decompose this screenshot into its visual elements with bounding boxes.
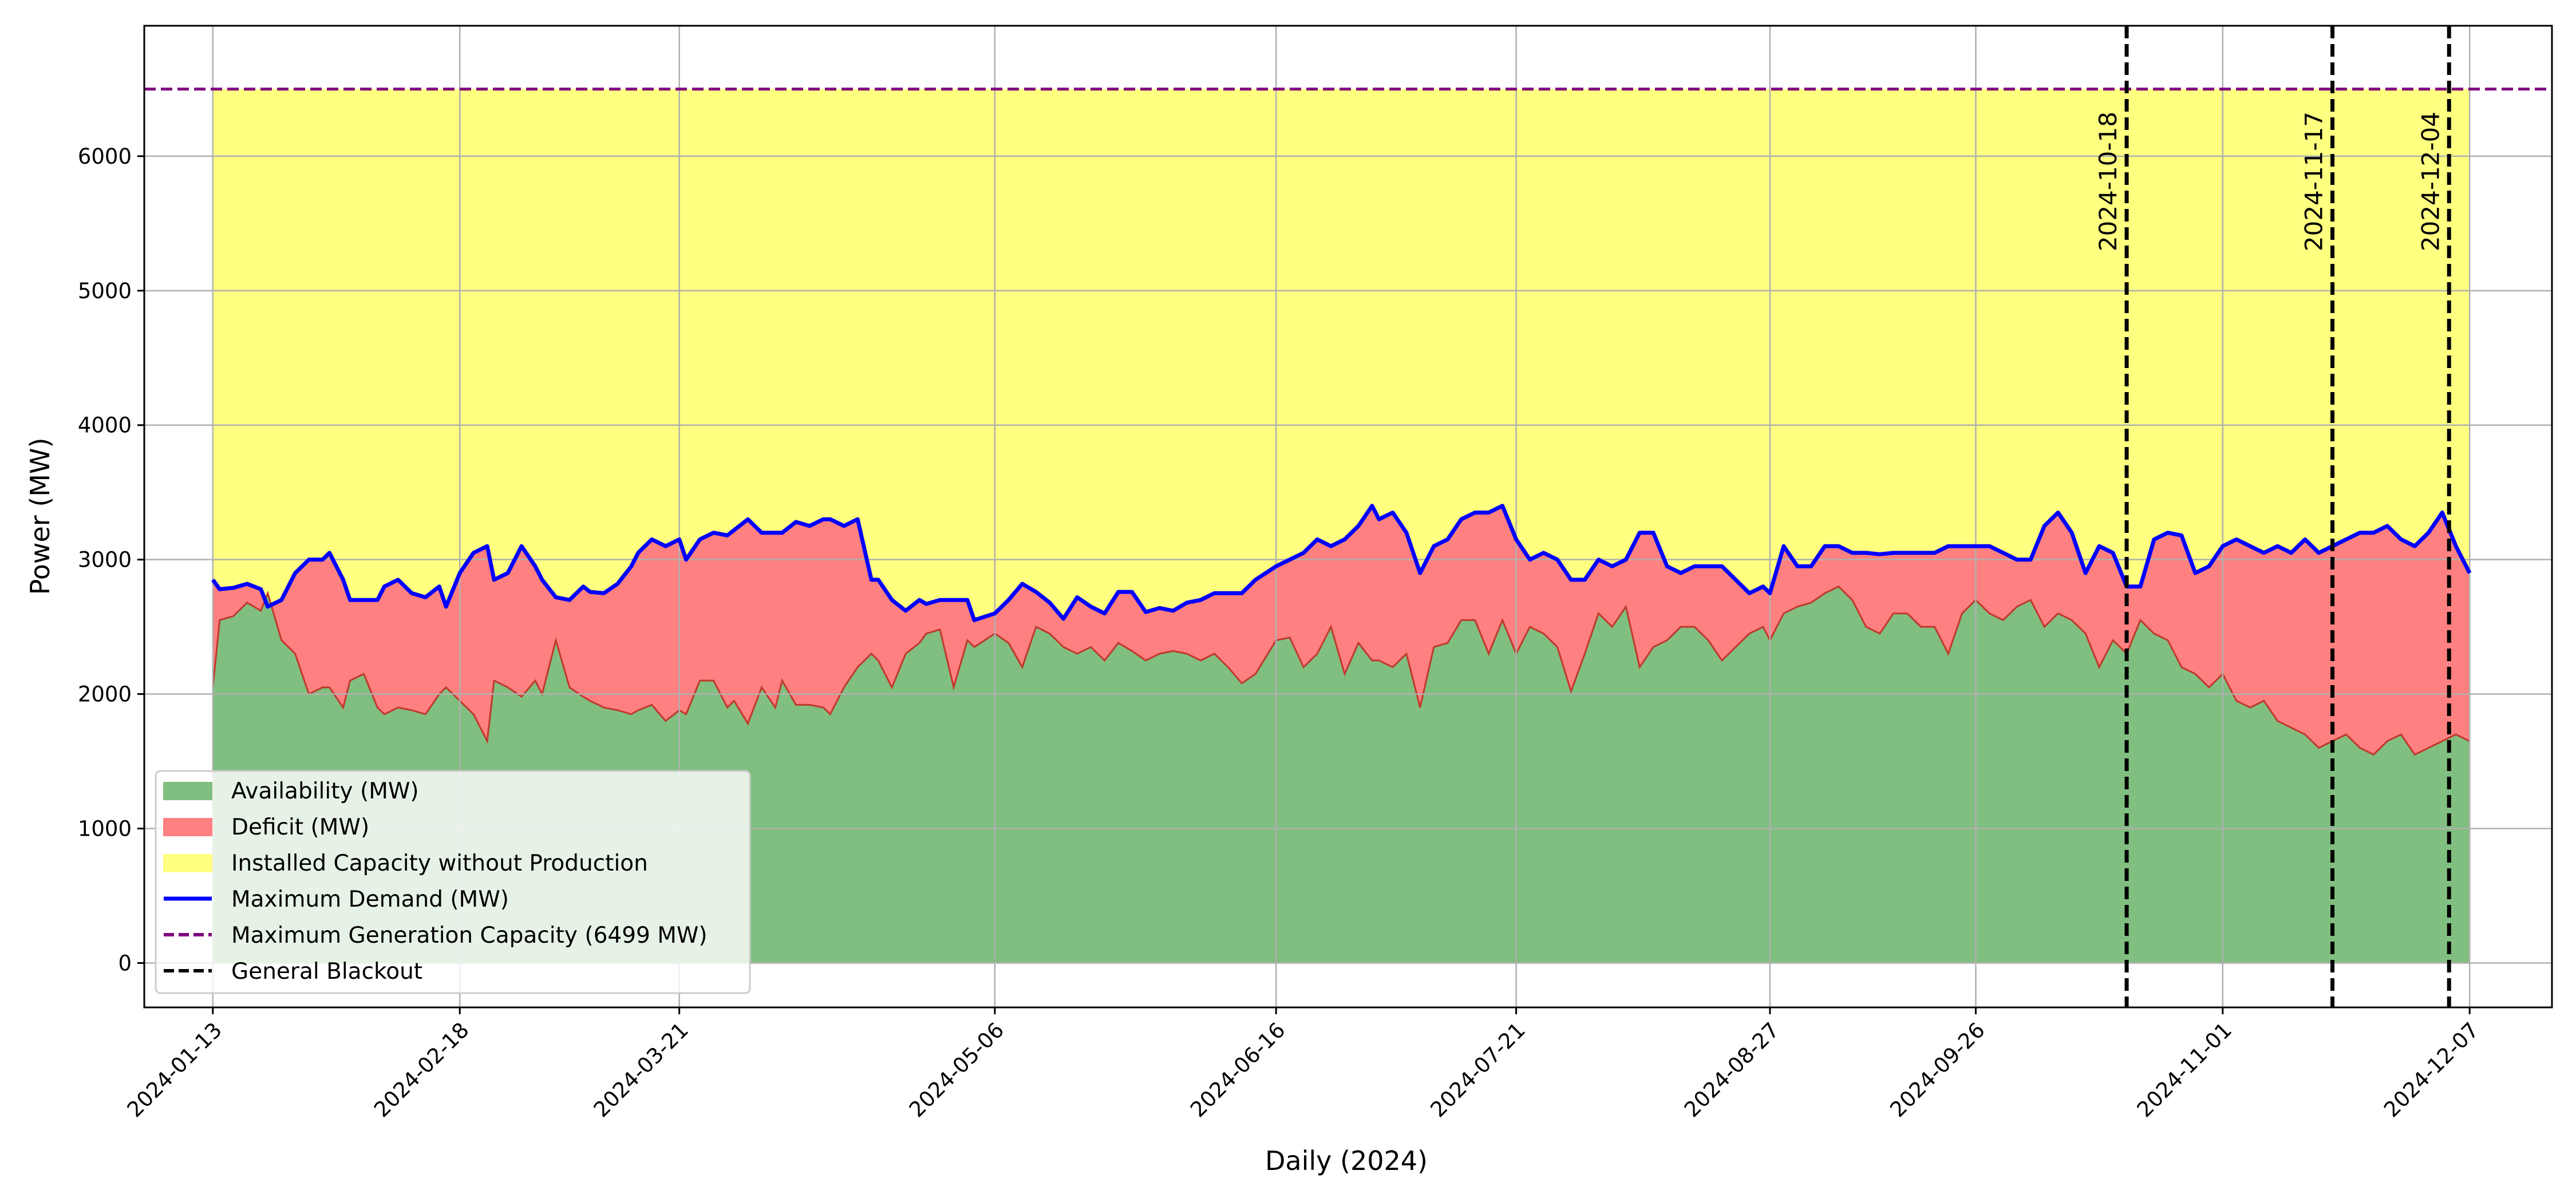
legend-swatch bbox=[163, 854, 212, 872]
legend-label: Maximum Generation Capacity (6499 MW) bbox=[231, 923, 708, 948]
blackout-label: 2024-11-17 bbox=[2300, 112, 2328, 251]
legend-label: Installed Capacity without Production bbox=[231, 851, 648, 876]
x-axis-title: Daily (2024) bbox=[1265, 1145, 1428, 1176]
capacity-area bbox=[212, 89, 2470, 620]
availability-edge-line bbox=[212, 585, 2470, 756]
y-tick-label: 3000 bbox=[78, 548, 132, 572]
y-tick-label: 5000 bbox=[78, 279, 132, 303]
y-tick-label: 1000 bbox=[78, 817, 132, 841]
blackout-label: 2024-10-18 bbox=[2094, 112, 2122, 251]
legend: Availability (MW) Deficit (MW) Installed C… bbox=[155, 770, 751, 994]
legend-swatch bbox=[163, 818, 212, 836]
blackout-layer: 2024-10-18 2024-11-17 2024-12-04 bbox=[2094, 26, 2451, 1007]
y-tick-label: 6000 bbox=[78, 144, 132, 169]
y-axis-title: Power (MW) bbox=[25, 438, 56, 595]
legend-swatch bbox=[163, 782, 212, 800]
legend-label: Maximum Demand (MW) bbox=[231, 887, 509, 912]
blackout-label: 2024-12-04 bbox=[2416, 112, 2444, 251]
legend-label: Deficit (MW) bbox=[231, 814, 369, 840]
legend-label: General Blackout bbox=[231, 959, 422, 984]
availability-area bbox=[212, 586, 2470, 963]
plot-area bbox=[144, 26, 2552, 1007]
axes-frame bbox=[143, 25, 2553, 1009]
y-tick-label: 4000 bbox=[78, 413, 132, 438]
deficit-area bbox=[212, 505, 2470, 755]
y-tick-label: 0 bbox=[118, 951, 132, 975]
y-tick-label: 2000 bbox=[78, 682, 132, 707]
legend-label: Availability (MW) bbox=[231, 778, 419, 804]
legend-box bbox=[155, 770, 751, 994]
demand-line bbox=[211, 504, 2472, 622]
